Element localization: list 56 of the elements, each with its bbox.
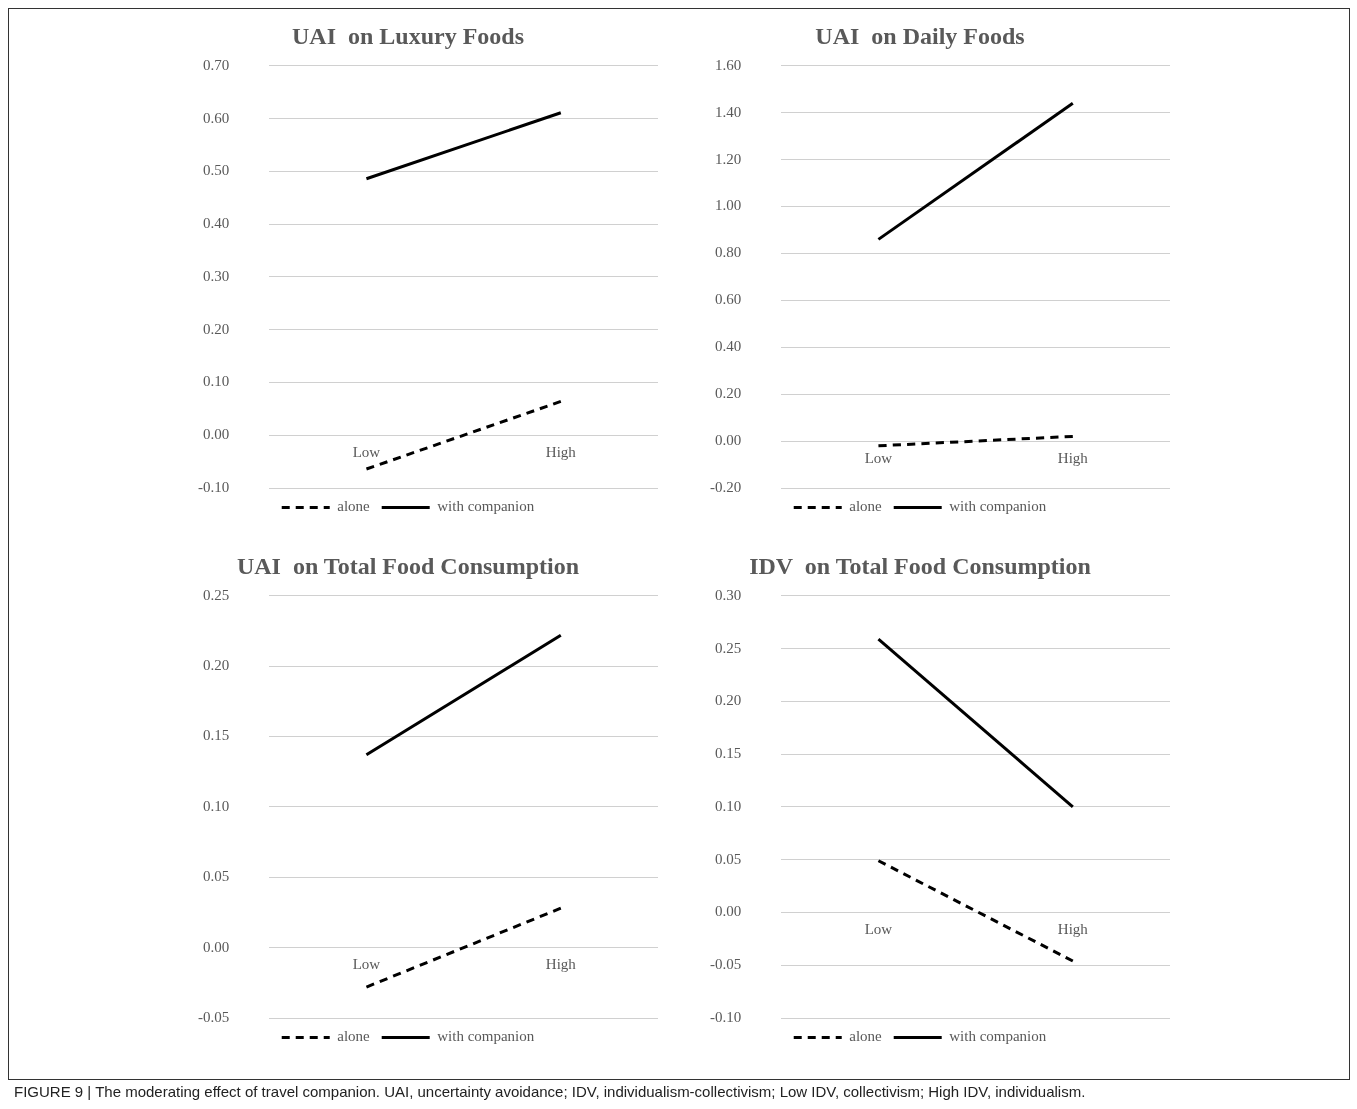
chart-title: UAI on Luxury Foods bbox=[291, 22, 525, 49]
y-tick-label: 1.20 bbox=[715, 150, 742, 167]
x-tick-label: Low bbox=[352, 443, 381, 460]
y-tick-label: 1.40 bbox=[715, 103, 742, 120]
legend-label: alone bbox=[849, 498, 883, 515]
y-tick-label: 0.10 bbox=[203, 373, 230, 390]
y-tick-label: 0.80 bbox=[715, 244, 742, 261]
y-tick-label: 1.00 bbox=[715, 197, 742, 214]
y-tick-label: 0.00 bbox=[715, 903, 742, 920]
y-tick-label: 0.10 bbox=[715, 797, 742, 814]
x-tick-label: High bbox=[1057, 920, 1089, 937]
y-tick-label: -0.05 bbox=[198, 1008, 230, 1025]
y-tick-label: 0.30 bbox=[715, 586, 742, 603]
y-tick-label: 0.40 bbox=[715, 338, 742, 355]
legend-label: alone bbox=[849, 1028, 883, 1045]
y-tick-label: 0.20 bbox=[203, 320, 230, 337]
legend-label: with companion bbox=[949, 498, 1047, 515]
chart-title: UAI on Total Food Consumption bbox=[236, 552, 580, 579]
y-tick-label: 0.20 bbox=[715, 385, 742, 402]
y-tick-label: -0.10 bbox=[710, 1008, 742, 1025]
y-tick-label: 0.20 bbox=[203, 657, 230, 674]
x-tick-label: High bbox=[545, 443, 577, 460]
x-tick-label: Low bbox=[864, 920, 893, 937]
y-tick-label: 0.05 bbox=[203, 868, 230, 885]
caption: FIGURE 9 | The moderating effect of travel companion. UAI, uncertainty avoidance; IDV, individualism-collectivism; Low IDV, collectivism; High IDV, individualism. bbox=[14, 1083, 1087, 1100]
y-tick-label: 1.60 bbox=[715, 56, 742, 73]
x-tick-label: Low bbox=[864, 449, 893, 466]
y-tick-label: 0.00 bbox=[203, 426, 230, 443]
y-tick-label: 0.60 bbox=[715, 291, 742, 308]
y-tick-label: 0.25 bbox=[715, 639, 742, 656]
legend-label: with companion bbox=[437, 1028, 535, 1045]
y-tick-label: 0.30 bbox=[203, 267, 230, 284]
y-tick-label: -0.10 bbox=[198, 478, 230, 495]
legend-label: with companion bbox=[949, 1028, 1047, 1045]
y-tick-label: 0.60 bbox=[203, 109, 230, 126]
y-tick-label: 0.50 bbox=[203, 162, 230, 179]
chart-title: IDV on Total Food Consumption bbox=[749, 552, 1091, 579]
legend-label: alone bbox=[337, 498, 371, 515]
y-tick-label: 0.25 bbox=[203, 586, 230, 603]
y-tick-label: 0.00 bbox=[715, 432, 742, 449]
y-tick-label: 0.05 bbox=[715, 850, 742, 867]
x-tick-label: Low bbox=[352, 956, 381, 973]
y-tick-label: 0.10 bbox=[203, 797, 230, 814]
x-tick-label: High bbox=[545, 956, 577, 973]
y-tick-label: 0.20 bbox=[715, 692, 742, 709]
legend-label: with companion bbox=[437, 498, 535, 515]
chart-title: UAI on Daily Foods bbox=[815, 22, 1025, 49]
y-tick-label: 0.40 bbox=[203, 215, 230, 232]
y-tick-label: -0.20 bbox=[710, 478, 742, 495]
y-tick-label: 0.15 bbox=[203, 727, 230, 744]
y-tick-label: 0.15 bbox=[715, 745, 742, 762]
y-tick-label: -0.05 bbox=[710, 956, 742, 973]
x-tick-label: High bbox=[1057, 449, 1089, 466]
y-tick-label: 0.00 bbox=[203, 938, 230, 955]
y-tick-label: 0.70 bbox=[203, 56, 230, 73]
legend-label: alone bbox=[337, 1028, 371, 1045]
